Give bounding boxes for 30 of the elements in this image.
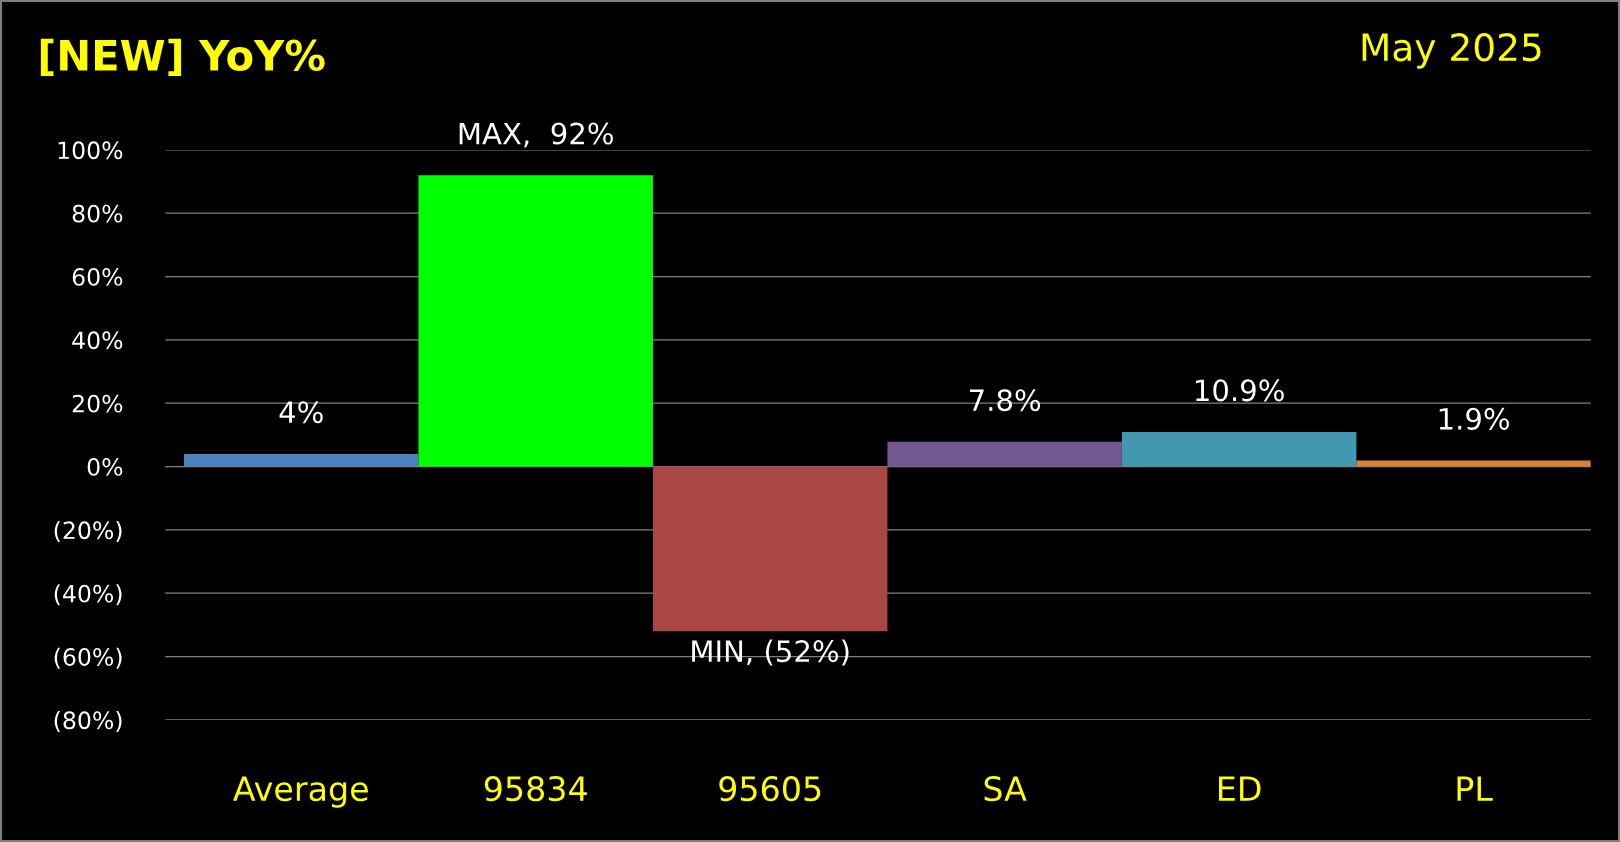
data-label: MAX, 92% xyxy=(459,122,613,148)
x-tick-label: ED xyxy=(1219,776,1261,801)
x-tick-label: Average xyxy=(233,776,368,808)
y-tick-label: 0% xyxy=(87,458,123,476)
y-tick-label: 40% xyxy=(72,331,123,350)
chart-title: [NEW] YoY% xyxy=(40,38,325,76)
data-label: MIN, (52%) xyxy=(692,639,849,666)
y-tick-label: 100% xyxy=(58,141,123,160)
data-label: 4% xyxy=(279,401,323,424)
chart-subtitle: May 2025 xyxy=(1362,33,1541,69)
bar xyxy=(1356,460,1591,467)
y-tick-label: 80% xyxy=(72,204,123,223)
bar xyxy=(184,453,419,467)
bar xyxy=(418,175,653,467)
bar xyxy=(887,441,1122,467)
y-tick-label: (40%) xyxy=(54,584,122,606)
y-tick-label: 60% xyxy=(72,268,123,286)
y-tick-label: (20%) xyxy=(54,520,122,542)
x-tick-label: 95834 xyxy=(484,776,587,802)
y-tick-label: 20% xyxy=(72,394,123,413)
data-label: 7.8% xyxy=(970,389,1041,412)
y-tick-label: (80%) xyxy=(54,710,122,732)
data-label: 10.9% xyxy=(1196,379,1284,402)
x-tick-label: PL xyxy=(1457,776,1493,801)
x-tick-label: 95605 xyxy=(719,776,821,802)
x-tick-label: SA xyxy=(984,776,1027,802)
y-tick-label: (60%) xyxy=(54,647,122,669)
bar xyxy=(1121,432,1357,467)
data-label: 1.9% xyxy=(1439,407,1510,430)
bar xyxy=(652,466,888,632)
